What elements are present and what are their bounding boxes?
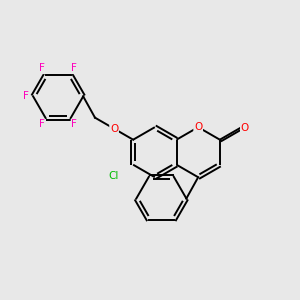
Text: F: F — [71, 63, 77, 73]
Text: O: O — [241, 123, 249, 133]
Text: Cl: Cl — [108, 171, 119, 181]
Text: F: F — [39, 119, 45, 129]
Text: F: F — [71, 119, 77, 129]
Text: F: F — [23, 92, 29, 101]
Text: F: F — [39, 63, 45, 73]
Text: O: O — [110, 124, 118, 134]
Text: O: O — [194, 122, 202, 132]
